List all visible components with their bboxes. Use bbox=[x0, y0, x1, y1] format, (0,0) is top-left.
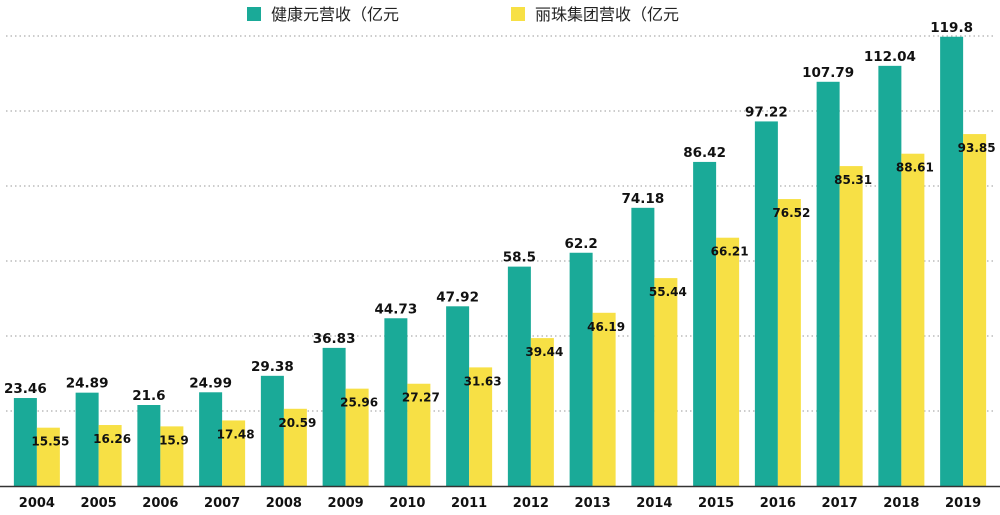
data-label-series-1-2019: 119.8 bbox=[930, 20, 973, 36]
bar-series-1-2018 bbox=[878, 65, 902, 486]
bar-series-1-2013 bbox=[569, 252, 593, 486]
data-label-series-1-2011: 47.92 bbox=[436, 289, 479, 305]
bar-series-2-2008 bbox=[283, 408, 307, 486]
x-tick-label-2011: 2011 bbox=[451, 496, 487, 511]
data-label-series-2-2011: 31.63 bbox=[464, 374, 502, 388]
bar-series-1-2017 bbox=[816, 81, 840, 486]
data-label-series-2-2004: 15.55 bbox=[31, 435, 69, 449]
bar-series-1-2006 bbox=[137, 405, 161, 486]
data-label-series-2-2009: 25.96 bbox=[340, 396, 378, 410]
bar-series-2-2014 bbox=[654, 278, 678, 486]
x-tick-label-2016: 2016 bbox=[760, 496, 796, 511]
data-labels: 23.46 15.55 24.89 16.26 21.6 15.9 24.99 17.48 29… bbox=[4, 20, 996, 449]
data-label-series-1-2007: 24.99 bbox=[189, 375, 232, 391]
x-tick-label-2010: 2010 bbox=[389, 496, 425, 511]
data-label-series-1-2010: 44.73 bbox=[375, 301, 418, 317]
data-label-series-2-2016: 76.52 bbox=[772, 206, 810, 220]
legend-label-series-2: 丽珠集团营收（亿元 bbox=[535, 5, 679, 24]
bar-series-1-2016 bbox=[754, 121, 778, 487]
data-label-series-1-2014: 74.18 bbox=[622, 191, 665, 207]
bar-series-2-2018 bbox=[901, 153, 925, 486]
bar-series-1-2014 bbox=[631, 207, 655, 486]
data-label-series-2-2007: 17.48 bbox=[217, 427, 255, 441]
bar-series-2-2007 bbox=[222, 420, 246, 486]
legend: 健康元营收（亿元 丽珠集团营收（亿元 bbox=[247, 5, 679, 24]
bar-series-1-2015 bbox=[693, 161, 717, 487]
x-axis: 2004 2005 2006 2007 2008 2009 2010 2011 2012 2013… bbox=[0, 485, 1000, 511]
data-label-series-1-2013: 62.2 bbox=[564, 236, 597, 252]
bar-series-1-2011 bbox=[446, 306, 470, 486]
x-tick-label-2012: 2012 bbox=[513, 496, 549, 511]
bar-series-1-2010 bbox=[384, 318, 408, 486]
bar-series-2-2015 bbox=[716, 237, 740, 486]
bar-series-2-2017 bbox=[839, 166, 863, 486]
legend-swatch-series-2 bbox=[511, 7, 525, 21]
data-label-series-2-2014: 55.44 bbox=[649, 285, 687, 299]
data-label-series-1-2016: 97.22 bbox=[745, 104, 788, 120]
bar-series-1-2012 bbox=[507, 266, 531, 486]
bar-series-2-2004 bbox=[36, 427, 60, 486]
bar-series-1-2009 bbox=[322, 347, 346, 486]
data-label-series-1-2004: 23.46 bbox=[4, 381, 47, 397]
data-label-series-2-2010: 27.27 bbox=[402, 391, 440, 405]
bar-series-2-2006 bbox=[160, 426, 184, 486]
data-label-series-1-2015: 86.42 bbox=[683, 145, 726, 161]
x-tick-label-2008: 2008 bbox=[266, 496, 302, 511]
bar-series-1-2019 bbox=[940, 36, 964, 486]
x-tick-label-2004: 2004 bbox=[19, 496, 55, 511]
data-label-series-2-2005: 16.26 bbox=[93, 432, 131, 446]
bar-series-2-2005 bbox=[98, 425, 122, 486]
data-label-series-2-2012: 39.44 bbox=[525, 345, 563, 359]
bar-series-1-2004 bbox=[13, 398, 37, 486]
bar-series-1-2008 bbox=[260, 375, 284, 486]
data-label-series-1-2009: 36.83 bbox=[313, 331, 356, 347]
bar-series-2-2009 bbox=[345, 388, 369, 486]
data-label-series-1-2017: 107.79 bbox=[802, 65, 854, 81]
x-tick-label-2019: 2019 bbox=[945, 496, 981, 511]
bar-series-2-2013 bbox=[592, 312, 616, 486]
bar-series-1-2005 bbox=[75, 392, 99, 486]
data-label-series-2-2008: 20.59 bbox=[278, 416, 316, 430]
data-label-series-1-2005: 24.89 bbox=[66, 376, 109, 392]
bar-series-2-2010 bbox=[407, 383, 431, 486]
data-label-series-2-2006: 15.9 bbox=[159, 433, 189, 447]
x-tick-label-2017: 2017 bbox=[822, 496, 858, 511]
x-tick-label-2014: 2014 bbox=[636, 496, 672, 511]
bar-series-2-2012 bbox=[530, 338, 554, 486]
data-label-series-2-2017: 85.31 bbox=[834, 173, 872, 187]
bar-series-2-2016 bbox=[777, 199, 801, 487]
x-tick-label-2009: 2009 bbox=[328, 496, 364, 511]
bar-series-1-2007 bbox=[199, 392, 223, 486]
bar-series-2-2011 bbox=[469, 367, 493, 486]
data-label-series-1-2012: 58.5 bbox=[503, 250, 536, 266]
bar-series-2-2019 bbox=[963, 134, 987, 486]
legend-swatch-series-1 bbox=[247, 7, 261, 21]
x-tick-label-2013: 2013 bbox=[575, 496, 611, 511]
data-label-series-2-2015: 66.21 bbox=[711, 245, 749, 259]
data-label-series-2-2013: 46.19 bbox=[587, 320, 625, 334]
bars bbox=[13, 36, 987, 487]
x-tick-label-2007: 2007 bbox=[204, 496, 240, 511]
x-tick-label-2005: 2005 bbox=[81, 496, 117, 511]
data-label-series-2-2018: 88.61 bbox=[896, 161, 934, 175]
x-tick-label-2018: 2018 bbox=[883, 496, 919, 511]
data-label-series-2-2019: 93.85 bbox=[958, 141, 996, 155]
data-label-series-1-2018: 112.04 bbox=[864, 49, 916, 65]
data-label-series-1-2006: 21.6 bbox=[132, 388, 165, 404]
x-tick-label-2006: 2006 bbox=[142, 496, 178, 511]
x-tick-label-2015: 2015 bbox=[698, 496, 734, 511]
legend-label-series-1: 健康元营收（亿元 bbox=[271, 5, 399, 24]
data-label-series-1-2008: 29.38 bbox=[251, 359, 294, 375]
